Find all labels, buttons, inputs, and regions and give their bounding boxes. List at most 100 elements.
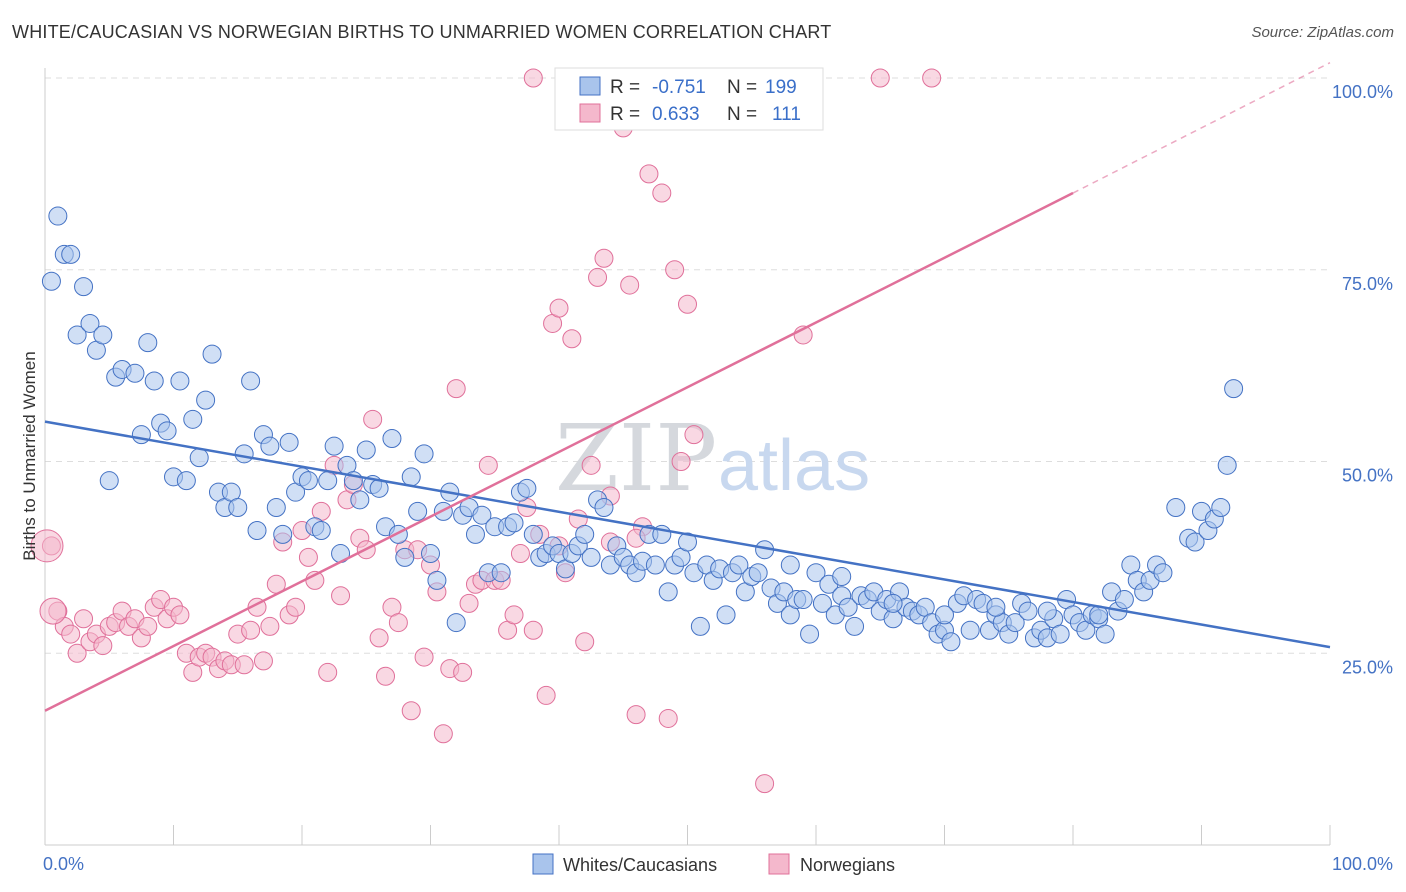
whites-point	[74, 277, 94, 297]
y-tick-label: 75.0%	[1342, 274, 1393, 294]
whites-point	[131, 425, 151, 445]
whites-point	[935, 605, 954, 625]
whites-point	[311, 521, 331, 541]
legend-r-value-whites: -0.751	[652, 77, 706, 98]
x-tick-label-min: 0.0%	[43, 854, 84, 874]
norwegians-point	[260, 616, 280, 636]
legend-r-label-norwegians: R =	[610, 104, 640, 125]
whites-point	[93, 325, 113, 345]
y-tick-label: 100.0%	[1332, 82, 1393, 102]
whites-point	[356, 440, 376, 460]
norwegians-point	[678, 294, 697, 314]
whites-point	[1224, 379, 1244, 399]
norwegians-point	[234, 655, 254, 675]
whites-point	[170, 371, 190, 391]
whites-point	[279, 432, 299, 452]
whites-point	[1037, 601, 1057, 621]
whites-trend-line	[44, 420, 1331, 649]
norwegians-point	[453, 662, 473, 682]
whites-point	[138, 333, 158, 353]
whites-point	[1166, 498, 1186, 518]
whites-point	[421, 544, 440, 564]
whites-point	[266, 498, 286, 518]
norwegians-point	[331, 586, 351, 606]
bottom-legend-swatch-norwegians	[768, 853, 790, 875]
norwegians-point	[369, 628, 389, 648]
whites-point	[1185, 532, 1205, 552]
whites-point	[41, 271, 61, 291]
whites-point	[504, 513, 524, 533]
whites-point	[1018, 601, 1038, 621]
whites-point	[176, 471, 196, 491]
whites-point	[48, 206, 68, 226]
whites-point	[273, 524, 293, 544]
norwegians-point	[286, 597, 306, 617]
whites-point	[388, 524, 408, 544]
bottom-legend-swatch-whites	[532, 853, 554, 875]
norwegians-point	[478, 455, 498, 475]
bottom-legend-label-whites: Whites/Caucasians	[563, 855, 717, 875]
norwegians-point	[61, 624, 81, 644]
norwegians-point	[620, 275, 640, 295]
legend-n-label-norwegians: N =	[727, 104, 757, 125]
whites-point	[1211, 498, 1231, 518]
whites-point	[941, 632, 961, 652]
bottom-legend-label-norwegians: Norwegians	[800, 855, 895, 875]
norwegians-point	[594, 248, 614, 268]
whites-point	[324, 436, 344, 456]
whites-point	[350, 490, 370, 510]
whites-point	[427, 570, 447, 590]
norwegians-point	[870, 68, 890, 88]
whites-point	[234, 444, 254, 464]
whites-point	[67, 325, 87, 345]
whites-point	[183, 409, 203, 429]
norwegians-point	[401, 701, 421, 721]
norwegians-point	[138, 616, 158, 636]
trend-lines	[44, 61, 1331, 712]
whites-point	[260, 436, 280, 456]
norwegians-point	[93, 636, 113, 656]
norwegians-point	[523, 620, 543, 640]
whites-point	[678, 532, 697, 552]
whites-point	[716, 605, 736, 625]
norwegians-point	[414, 647, 434, 667]
norwegians-point	[170, 605, 190, 625]
whites-point	[144, 371, 164, 391]
norwegians-point	[562, 329, 582, 349]
whites-point	[1005, 613, 1025, 633]
whites-point	[472, 505, 492, 525]
whites-point	[298, 471, 318, 491]
whites-point	[1153, 563, 1173, 583]
norwegians-point	[536, 685, 556, 705]
whites-point	[395, 547, 415, 567]
norwegians-point	[755, 774, 775, 794]
whites-point	[748, 563, 768, 583]
norwegians-point	[318, 662, 338, 682]
source-label: Source: ZipAtlas.com	[1251, 24, 1394, 41]
whites-point	[594, 498, 614, 518]
whites-point	[247, 521, 267, 541]
whites-point	[523, 524, 543, 544]
norwegians-point	[671, 452, 691, 471]
legend-swatch-whites	[579, 76, 601, 96]
whites-point	[196, 390, 216, 410]
norwegians-point	[658, 708, 678, 728]
norwegians-point	[363, 409, 383, 429]
whites-point	[99, 471, 119, 491]
whites-point	[986, 597, 1006, 617]
whites-point	[414, 444, 434, 464]
whites-point	[241, 371, 261, 391]
norwegians-point-large	[30, 529, 64, 563]
norwegians-point	[523, 68, 543, 88]
whites-point	[806, 563, 826, 583]
legend-n-value-whites: 199	[765, 77, 797, 98]
chart-title: WHITE/CAUCASIAN VS NORWEGIAN BIRTHS TO U…	[12, 22, 832, 42]
norwegians-point	[665, 260, 685, 280]
whites-point	[1095, 624, 1115, 644]
whites-point	[80, 313, 100, 333]
norwegians-point	[652, 183, 672, 203]
norwegians-point	[298, 547, 318, 567]
whites-point	[318, 471, 338, 491]
whites-point	[408, 501, 428, 521]
